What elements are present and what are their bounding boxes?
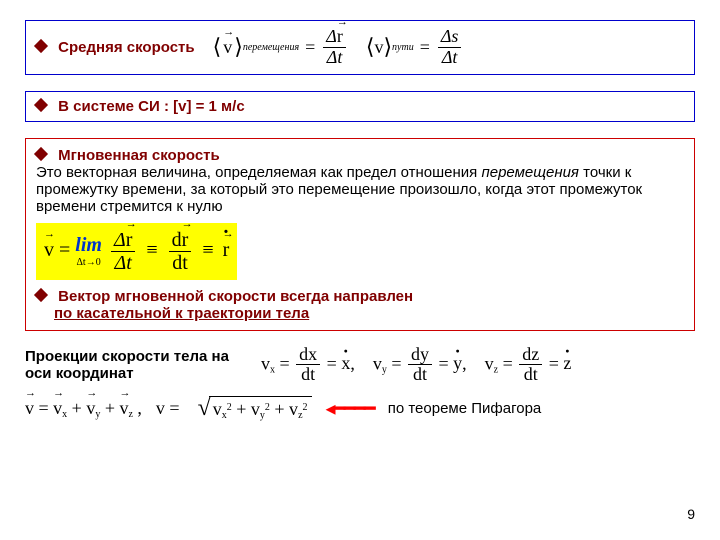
avg-speed-box: Средняя скорость ⟨v⟩перемещения = ΔrΔt ⟨… — [25, 20, 695, 75]
vector-sum-formula: v = vx + vy + vz , — [25, 398, 142, 420]
avg-speed-title: Средняя скорость — [36, 39, 195, 56]
diamond-icon — [34, 39, 48, 53]
diamond-icon — [34, 147, 48, 161]
instant-title-line: Мгновенная скорость — [36, 147, 684, 164]
magnitude-formula: v = vx2 + vy2 + vz2 — [156, 395, 312, 422]
avg-speed-formula-path: ⟨v⟩пути = ΔsΔt — [366, 27, 464, 68]
pythagoras-label: по теореме Пифагора — [388, 400, 542, 417]
diamond-icon — [34, 288, 48, 302]
avg-speed-title-text: Средняя скорость — [58, 39, 194, 56]
instant-title: Мгновенная скорость — [58, 147, 220, 164]
avg-speed-formula-displacement: ⟨v⟩перемещения = ΔrΔt — [213, 27, 348, 68]
tangent-note: Вектор мгновенной скорости всегда направ… — [36, 288, 684, 322]
diamond-icon — [34, 98, 48, 112]
arrow-icon: ◂━━━━ — [326, 396, 374, 421]
projections-label: Проекции скорости тела на оси координат — [25, 348, 235, 382]
projections-formulas: vx = dxdt = x, vy = dydt = y, vz = dzdt … — [261, 345, 571, 386]
instant-velocity-box: Мгновенная скорость Это векторная величи… — [25, 138, 695, 331]
vector-sum-row: v = vx + vy + vz , v = vx2 + vy2 + vz2 ◂… — [25, 395, 695, 422]
instant-formula: v = lim Δt→0 ΔrΔt ≡ drdt ≡ r — [36, 223, 237, 280]
projections-row: Проекции скорости тела на оси координат … — [25, 345, 695, 386]
si-units-box: В системе СИ : [v] = 1 м/с — [25, 91, 695, 122]
page-number: 9 — [687, 506, 695, 522]
instant-definition: Это векторная величина, определяемая как… — [36, 164, 684, 215]
si-units-text: В системе СИ : [v] = 1 м/с — [58, 98, 245, 115]
